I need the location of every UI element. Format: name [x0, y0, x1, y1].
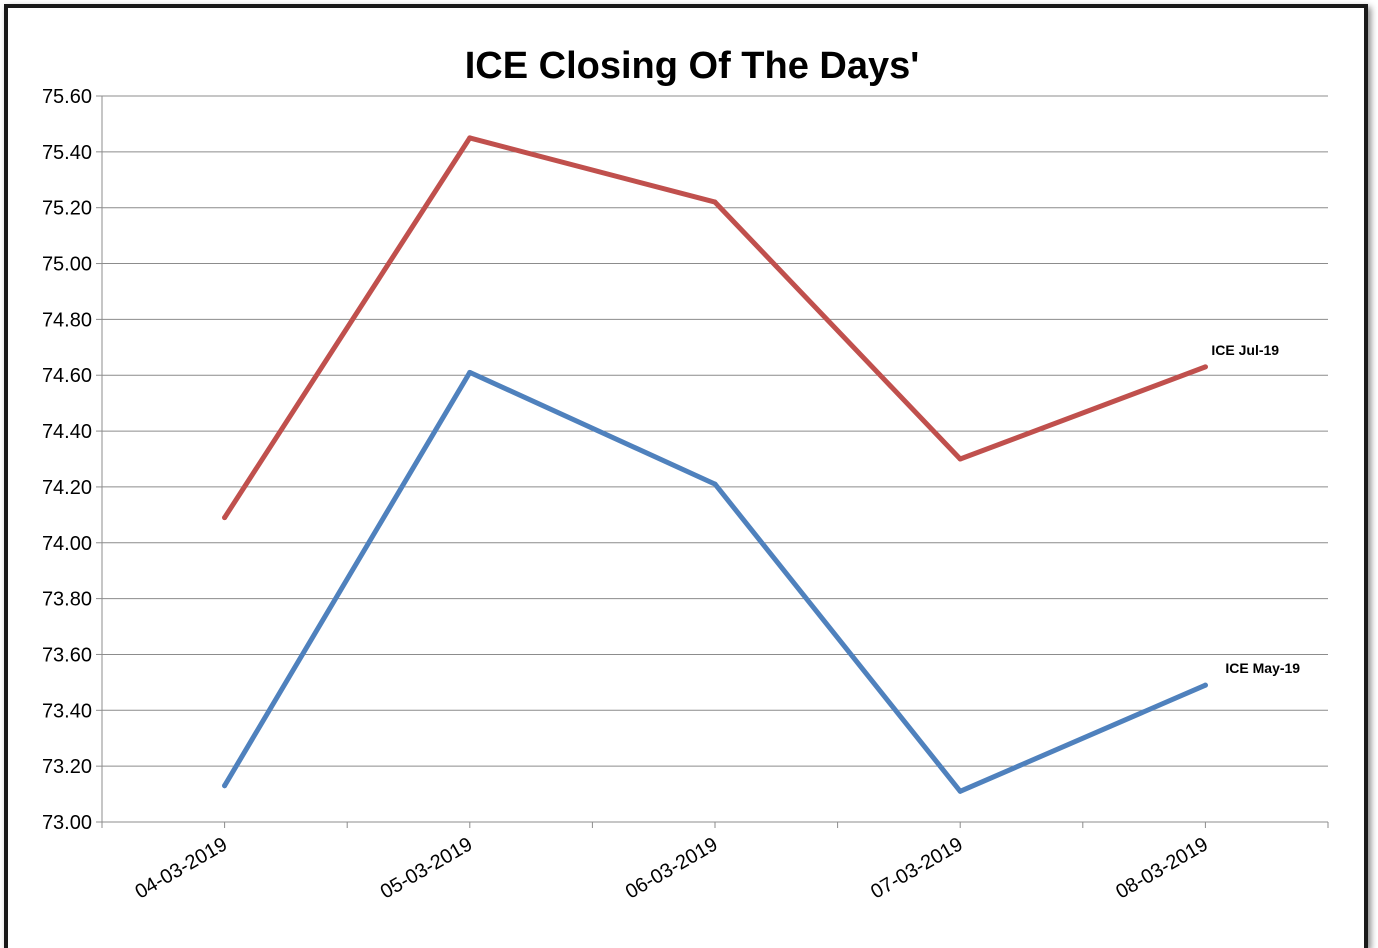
data-point	[712, 481, 718, 487]
y-tick-label: 73.80	[42, 589, 92, 611]
series-line	[222, 369, 1208, 794]
y-tick-label: 74.20	[42, 477, 92, 499]
data-point	[1202, 682, 1208, 688]
y-tick-label: 73.60	[42, 644, 92, 666]
series-lines	[222, 135, 1208, 794]
axes	[96, 95, 1329, 828]
y-tick-label: 74.60	[42, 365, 92, 387]
data-point	[1202, 364, 1208, 370]
data-point	[712, 199, 718, 205]
chart-title: ICE Closing Of The Days'	[465, 45, 920, 87]
data-point	[957, 456, 963, 462]
y-tick-label: 73.40	[42, 700, 92, 722]
data-point	[467, 369, 473, 375]
x-tick-label: 08-03-2019	[1112, 833, 1212, 903]
y-tick-label: 74.00	[42, 533, 92, 555]
data-point	[957, 788, 963, 794]
chart-frame	[4, 4, 1368, 948]
tick-labels: 73.00 73.20 73.40 73.60 73.80 74.00 74.20 74.40…	[42, 86, 1300, 903]
y-tick-label: 75.60	[42, 86, 92, 108]
x-tick-label: 07-03-2019	[867, 833, 967, 903]
data-point	[467, 135, 473, 141]
y-tick-label: 74.40	[42, 421, 92, 443]
x-tick-label: 04-03-2019	[131, 833, 231, 903]
series-line	[222, 135, 1208, 521]
y-tick-label: 75.20	[42, 198, 92, 220]
data-point	[222, 515, 228, 521]
x-tick-label: 06-03-2019	[622, 833, 722, 903]
series-label: ICE May-19	[1225, 660, 1300, 676]
y-tick-label: 75.40	[42, 142, 92, 164]
data-point	[222, 783, 228, 789]
y-tick-label: 75.00	[42, 254, 92, 276]
y-tick-label: 74.80	[42, 309, 92, 331]
gridlines	[102, 95, 1328, 823]
series-label: ICE Jul-19	[1211, 342, 1279, 358]
x-tick-label: 05-03-2019	[377, 833, 477, 903]
y-tick-label: 73.00	[42, 812, 92, 834]
y-tick-label: 73.20	[42, 756, 92, 778]
